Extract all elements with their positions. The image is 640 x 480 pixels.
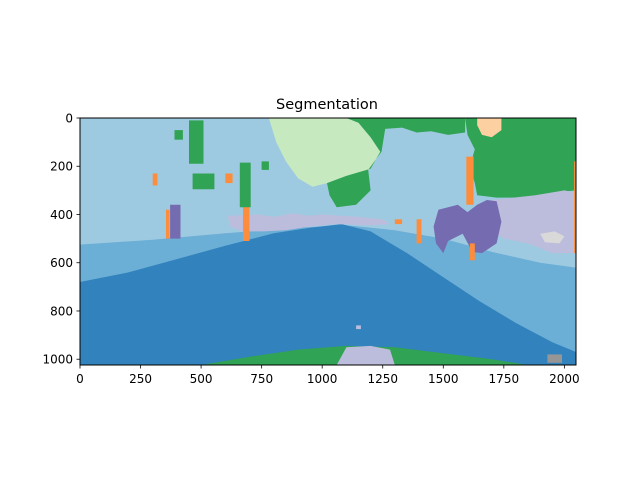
x-tick-label: 1000 — [307, 372, 338, 386]
x-tick-label: 2000 — [549, 372, 580, 386]
segment-vegetation-tree-3 — [239, 162, 251, 208]
x-tick-label: 1750 — [489, 372, 520, 386]
x-tick-label: 1250 — [367, 372, 398, 386]
segment-structure-left — [170, 204, 181, 239]
x-tick-label: 250 — [129, 372, 152, 386]
chart-title: Segmentation — [276, 97, 378, 113]
segment-light-gray — [540, 231, 565, 244]
y-tick-label: 800 — [50, 304, 73, 318]
segment-vegetation-tree-4 — [174, 130, 183, 140]
y-tick-label: 1000 — [42, 353, 73, 367]
segment-pole-1 — [166, 209, 170, 239]
x-tick-label: 0 — [76, 372, 84, 386]
segment-pole-8 — [394, 219, 403, 225]
segment-vegetation-tree-1 — [189, 120, 204, 164]
segment-vegetation-tree-5 — [261, 161, 269, 170]
segment-structure-right — [433, 200, 502, 254]
segment-near-water — [80, 224, 576, 365]
y-tick-label: 200 — [50, 160, 73, 174]
segment-buoy — [356, 325, 361, 330]
y-tick-label: 0 — [65, 112, 73, 126]
segment-gray-bottom — [547, 354, 562, 363]
segment-pole-5 — [469, 243, 475, 261]
segment-vegetation-tree-2 — [192, 173, 215, 190]
x-axis: 0 250 500 750 1000 1250 1500 1750 2000 — [76, 365, 580, 386]
y-axis: 0 200 400 600 800 1000 — [42, 112, 80, 367]
plot-frame — [79, 117, 577, 366]
segment-pole-7 — [225, 173, 233, 184]
segment-pole-9 — [152, 173, 158, 186]
segment-sign — [477, 118, 502, 138]
x-tick-label: 750 — [250, 372, 273, 386]
segment-building-bottom — [336, 345, 395, 365]
segment-pole-2 — [243, 202, 250, 241]
segmentation-image — [80, 118, 576, 365]
segment-pole-3 — [466, 156, 474, 205]
segment-light-vegetation — [268, 118, 381, 187]
segment-vegetation-right — [465, 118, 576, 198]
x-tick-label: 1500 — [428, 372, 459, 386]
segment-pole-4 — [416, 219, 422, 244]
y-tick-label: 600 — [50, 256, 73, 270]
segment-building-center — [227, 213, 390, 232]
y-tick-label: 400 — [50, 208, 73, 222]
segment-vegetation-center — [327, 118, 466, 208]
x-tick-label: 500 — [190, 372, 213, 386]
